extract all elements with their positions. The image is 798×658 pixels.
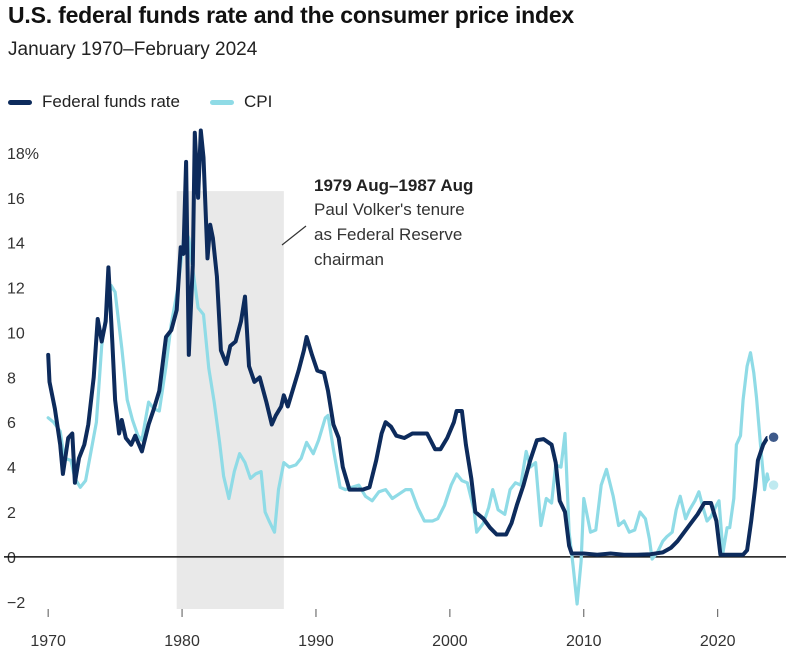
legend-swatch-cpi (209, 99, 234, 105)
y-tick-label: 16 (7, 191, 25, 208)
annotation-leader-line (281, 225, 307, 246)
y-tick-label: 4 (7, 460, 16, 477)
chart-title: U.S. federal funds rate and the consumer… (8, 2, 575, 28)
series-line-fed-funds (46, 128, 775, 557)
series-endpoint-cpi (767, 478, 780, 492)
series-line-cpi (46, 227, 775, 606)
y-tick-label: 2 (7, 505, 16, 522)
x-tick-label: 2000 (432, 633, 468, 650)
y-tick-label: −2 (7, 595, 25, 612)
annotation-title: 1979 Aug–1987 Aug (314, 176, 473, 195)
annotation-line-2: as Federal Reserve (314, 225, 462, 244)
y-tick-label: 10 (7, 325, 25, 342)
y-tick-label: 8 (7, 370, 16, 387)
y-tick-label: 14 (7, 236, 25, 253)
legend-label-fed-funds: Federal funds rate (42, 92, 180, 111)
y-tick-label: 6 (7, 415, 16, 432)
annotation-line-1: Paul Volker's tenure (314, 200, 465, 219)
series-endpoint-fed-funds (767, 431, 780, 444)
annotation: 1979 Aug–1987 Aug Paul Volker's tenure a… (281, 176, 473, 269)
x-tick-label: 1970 (30, 633, 66, 650)
legend-label-cpi: CPI (243, 92, 273, 111)
chart-subtitle: January 1970–February 2024 (8, 39, 258, 60)
legend-swatch-fed-funds (8, 99, 32, 105)
annotation-line-3: chairman (314, 250, 384, 269)
legend-item-fed-funds: Federal funds rate (8, 92, 180, 112)
x-tick-label: 1990 (298, 633, 334, 650)
legend-item-cpi: CPI (209, 92, 273, 112)
y-tick-label: 18% (7, 146, 39, 163)
x-tick-label: 2010 (566, 633, 602, 650)
y-tick-label: 12 (7, 281, 25, 298)
x-tick-label: 2020 (700, 633, 736, 650)
legend: Federal funds rate CPI (8, 92, 302, 112)
y-tick-label: 0 (7, 550, 16, 567)
x-tick-label: 1980 (164, 633, 200, 650)
